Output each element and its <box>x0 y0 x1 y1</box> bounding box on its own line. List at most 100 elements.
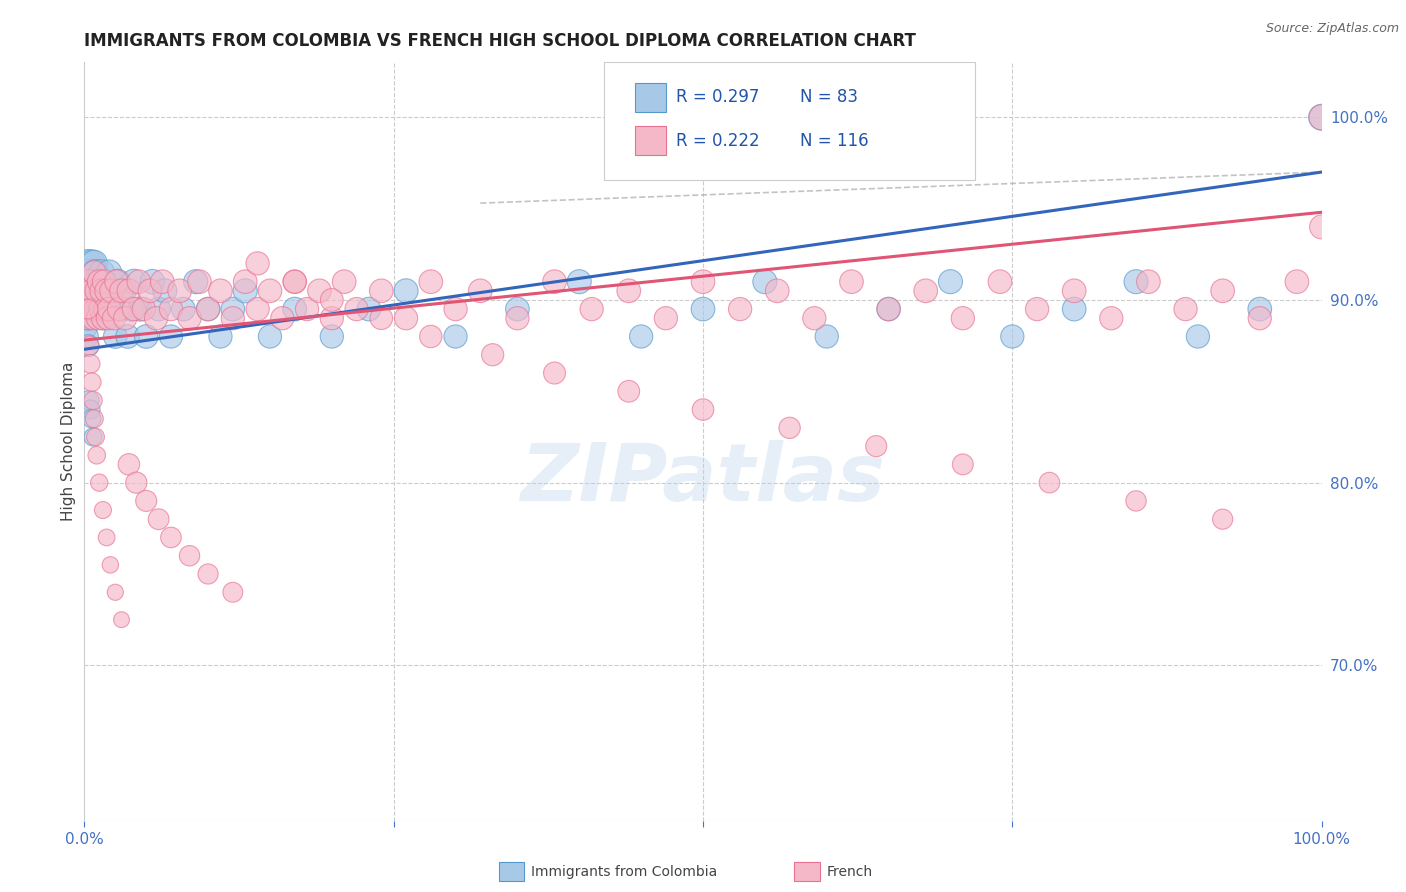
Point <box>83 266 105 280</box>
Point <box>841 275 863 289</box>
Point <box>988 275 1011 289</box>
Point <box>877 302 900 317</box>
Point <box>506 302 529 317</box>
Point <box>803 311 825 326</box>
Point <box>79 275 101 289</box>
Point <box>83 256 105 270</box>
Point <box>141 275 163 289</box>
Text: R = 0.297: R = 0.297 <box>676 88 759 106</box>
Bar <box>636 83 666 112</box>
Point <box>79 357 101 371</box>
Point <box>108 302 131 317</box>
Point <box>1063 284 1085 298</box>
Point <box>395 284 418 298</box>
Point <box>79 293 101 307</box>
Point <box>179 549 201 563</box>
Point <box>728 302 751 317</box>
Point <box>1310 219 1333 234</box>
Point <box>82 302 104 317</box>
Text: N = 116: N = 116 <box>800 131 868 150</box>
Point <box>1125 494 1147 508</box>
Point <box>77 275 100 289</box>
Point <box>125 475 148 490</box>
Point <box>86 284 108 298</box>
Point <box>1212 284 1234 298</box>
Point <box>103 311 125 326</box>
Point <box>84 302 107 317</box>
Point <box>197 566 219 581</box>
Point <box>630 329 652 343</box>
Point <box>105 275 128 289</box>
Point <box>91 311 114 326</box>
Point <box>333 275 356 289</box>
Point <box>83 284 105 298</box>
Point <box>1063 302 1085 317</box>
Point <box>79 402 101 417</box>
Point <box>233 284 256 298</box>
Point <box>82 393 104 408</box>
Point <box>865 439 887 453</box>
Point <box>94 302 117 317</box>
Point <box>76 284 98 298</box>
Point <box>76 329 98 343</box>
Point <box>82 430 104 444</box>
Point <box>91 503 114 517</box>
Point <box>79 284 101 298</box>
Point <box>172 302 194 317</box>
Point <box>79 266 101 280</box>
Point <box>308 284 330 298</box>
Text: R = 0.222: R = 0.222 <box>676 131 759 150</box>
Text: French: French <box>827 865 873 880</box>
Point <box>104 329 127 343</box>
Point <box>209 284 232 298</box>
Point <box>83 411 105 425</box>
Point <box>779 421 801 435</box>
Point <box>1125 275 1147 289</box>
Point <box>110 302 132 317</box>
Point <box>153 284 176 298</box>
Point <box>877 302 900 317</box>
Point <box>80 284 103 298</box>
Point <box>246 256 269 270</box>
Point <box>128 275 150 289</box>
Point <box>139 284 162 298</box>
Point <box>692 302 714 317</box>
Point <box>93 275 115 289</box>
Point <box>79 275 101 289</box>
Point <box>75 284 97 298</box>
Point <box>395 311 418 326</box>
Point <box>419 275 441 289</box>
Point <box>97 302 120 317</box>
Point <box>169 284 191 298</box>
Point <box>89 275 111 289</box>
Point <box>914 284 936 298</box>
Point <box>107 275 129 289</box>
Point <box>179 311 201 326</box>
Y-axis label: High School Diploma: High School Diploma <box>60 362 76 521</box>
Point <box>97 311 120 326</box>
Point <box>370 311 392 326</box>
Point <box>284 302 307 317</box>
Text: Immigrants from Colombia: Immigrants from Colombia <box>531 865 717 880</box>
Point <box>1038 475 1060 490</box>
Point <box>129 302 152 317</box>
Point <box>100 293 122 307</box>
Point <box>79 393 101 408</box>
Point <box>96 284 118 298</box>
Point <box>1026 302 1049 317</box>
Point <box>1285 275 1308 289</box>
Point <box>94 284 117 298</box>
Point <box>370 284 392 298</box>
Point <box>346 302 368 317</box>
Point <box>145 311 167 326</box>
Point <box>259 329 281 343</box>
Point <box>150 275 173 289</box>
Point <box>84 293 107 307</box>
Point <box>98 266 121 280</box>
Point <box>98 558 121 572</box>
Point <box>80 275 103 289</box>
Point <box>87 302 110 317</box>
Point <box>110 284 132 298</box>
Point <box>80 302 103 317</box>
Point <box>470 284 492 298</box>
